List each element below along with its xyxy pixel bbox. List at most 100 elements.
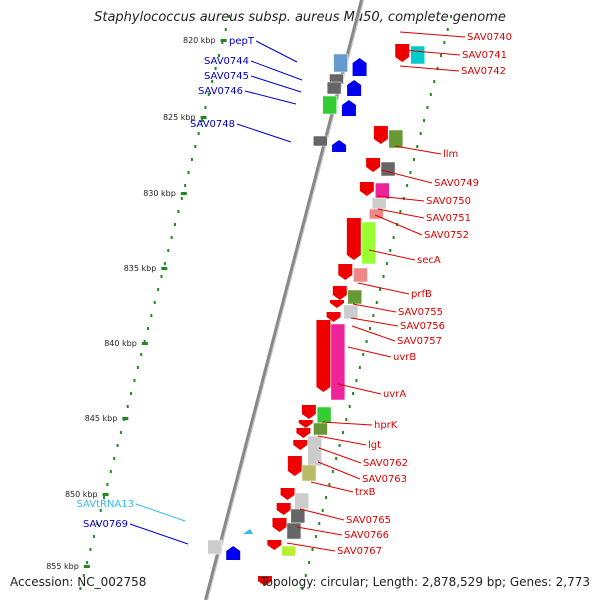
tick-dot (177, 210, 180, 213)
leader-line (394, 145, 442, 155)
tick-dot (221, 41, 224, 44)
tick-dot (163, 262, 166, 265)
tick-dot (321, 509, 324, 512)
cog-box (294, 492, 309, 510)
right-gene-label: SAV0742 (461, 66, 506, 77)
accession-text: Accession: NC_002758 (10, 575, 147, 589)
tick-dot (174, 223, 177, 226)
cog-box (361, 221, 377, 265)
reverse-gene-arrow (287, 456, 302, 476)
leader-line (351, 325, 396, 342)
leader-line (402, 49, 461, 56)
tick-dot (301, 587, 304, 590)
right-gene-label: SAV0766 (344, 530, 389, 541)
tick-dot (358, 366, 361, 369)
tick-dot (211, 80, 214, 83)
tick-dot (92, 535, 95, 538)
tick-dot (99, 509, 102, 512)
trna-marker (243, 529, 253, 534)
tick-dot (160, 275, 163, 278)
topology-text: Topology: circular; Length: 2,878,529 bp… (260, 575, 590, 589)
leader-line (317, 461, 361, 480)
backbone-highlight (207, 0, 364, 600)
leader-line (299, 508, 345, 521)
tick-dot (304, 574, 307, 577)
scale-label: 855 kbp (46, 562, 79, 571)
tick-dot (385, 262, 388, 265)
tick-dot (103, 496, 106, 499)
leader-line (250, 75, 302, 93)
leader-line (399, 65, 460, 72)
tick-dot (443, 41, 446, 44)
tick-dot (416, 145, 419, 148)
tick-dot (331, 470, 334, 473)
right-gene-label: SAV0752 (424, 230, 469, 241)
leader-line (380, 169, 433, 184)
tick-dot (314, 535, 317, 538)
cog-box (307, 435, 322, 467)
right-gene-label: SAV0755 (398, 307, 443, 318)
tick-dot (308, 561, 311, 564)
tick-dot (143, 340, 146, 343)
cog-box (281, 545, 296, 557)
right-gene-label: SAV0762 (363, 458, 408, 469)
tick-dot (201, 119, 204, 122)
tick-dot (399, 210, 402, 213)
left-gene-label: SAV0769 (83, 519, 128, 530)
scale-label: 840 kbp (104, 339, 137, 348)
right-gene-label: SAV0751 (426, 213, 471, 224)
leader-line (244, 90, 297, 105)
tick-dot (150, 314, 153, 317)
tick-dot (412, 158, 415, 161)
forward-gene-arrow (341, 100, 356, 116)
tick-dot (450, 15, 453, 18)
cog-box (330, 323, 346, 401)
tick-dot (79, 587, 82, 590)
tick-dot (328, 483, 331, 486)
left-gene-label: SAV0745 (204, 71, 249, 82)
tick-dot (379, 288, 382, 291)
reverse-gene-arrow (338, 264, 353, 280)
right-gene-label: SAV0767 (337, 546, 382, 557)
tick-dot (207, 93, 210, 96)
right-gene-label: SAV0740 (467, 32, 512, 43)
reverse-gene-arrow (316, 320, 331, 392)
tick-dot (406, 184, 409, 187)
cog-box (353, 267, 368, 283)
leader-line (255, 40, 298, 63)
reverse-gene-arrow (366, 158, 381, 172)
leader-line (135, 503, 186, 522)
leader-line (317, 435, 367, 446)
reverse-gene-arrow (301, 405, 316, 419)
tick-dot (86, 561, 89, 564)
scale-label: 850 kbp (65, 490, 98, 499)
cog-box (326, 81, 342, 95)
tick-dot (423, 119, 426, 122)
scale-tick (141, 342, 148, 345)
scale-tick (122, 417, 129, 420)
tick-dot (153, 301, 156, 304)
leader-line (352, 303, 397, 313)
cog-box (369, 208, 384, 220)
leader-line (377, 208, 425, 219)
leader-line (374, 214, 423, 236)
tick-dot (180, 197, 183, 200)
tick-dot (136, 366, 139, 369)
tick-dot (409, 171, 412, 174)
leader-line (318, 447, 362, 464)
tick-dot (190, 158, 193, 161)
leader-line (321, 421, 373, 426)
tick-dot (214, 67, 217, 70)
cog-box (333, 53, 348, 73)
tick-dot (365, 340, 368, 343)
reverse-gene-arrow (293, 440, 308, 450)
scale-label: 820 kbp (183, 36, 216, 45)
tick-dot (130, 392, 133, 395)
tick-dot (204, 106, 207, 109)
reverse-gene-arrow (296, 428, 311, 438)
reverse-gene-arrow (267, 540, 282, 550)
leader-line (129, 523, 189, 545)
tick-dot (368, 327, 371, 330)
scale-tick (180, 192, 187, 195)
